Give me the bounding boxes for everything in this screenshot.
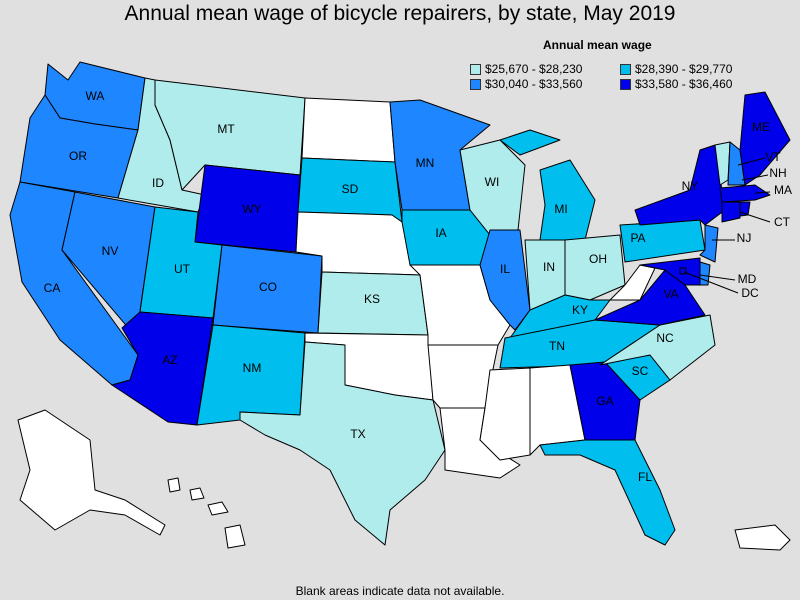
legend-label-2: $28,390 - $29,770 (635, 62, 733, 76)
state-NJ[interactable] (699, 224, 719, 263)
state-label-co: CO (259, 280, 277, 294)
state-label-or: OR (69, 149, 87, 163)
state-label-vt: VT (765, 150, 781, 164)
legend-swatch-1 (470, 63, 481, 75)
state-NM[interactable] (196, 324, 306, 426)
state-DC[interactable] (679, 267, 687, 275)
state-label-az: AZ (162, 353, 177, 367)
state-label-dc: DC (741, 286, 759, 300)
state-label-sc: SC (632, 364, 649, 378)
footnote: Blank areas indicate data not available. (295, 584, 505, 598)
state-label-nh: NH (769, 166, 786, 180)
state-label-ky: KY (572, 303, 588, 317)
legend-label-3: $30,040 - $33,560 (485, 77, 583, 91)
leader-line (683, 271, 739, 294)
state-MD[interactable] (639, 257, 701, 286)
state-label-wi: WI (485, 175, 500, 189)
state-label-ia: IA (435, 226, 446, 240)
state-ND[interactable] (301, 97, 396, 163)
state-label-nj: NJ (737, 231, 752, 245)
state-label-ut: UT (174, 262, 191, 276)
state-label-va: VA (663, 287, 678, 301)
state-label-wa: WA (86, 89, 105, 103)
state-label-wy: WY (242, 202, 261, 216)
state-label-ny: NY (682, 179, 699, 193)
state-label-mi: MI (554, 202, 567, 216)
legend-label-1: $25,670 - $28,230 (485, 62, 583, 76)
state-labels-layer: WA OR CA NV ID MT WY UT CO AZ NM SD KS TX MN IA WI IL MI IN… (44, 89, 792, 484)
legend-swatch-3 (470, 78, 481, 90)
state-PR[interactable] (734, 524, 791, 551)
leader-line (699, 274, 736, 281)
state-IL[interactable] (479, 229, 531, 331)
legend-swatch-4 (620, 78, 631, 90)
state-label-mt: MT (217, 122, 235, 136)
state-label-nc: NC (656, 331, 674, 345)
legend-label-4: $33,580 - $36,460 (635, 77, 733, 91)
state-label-il: IL (500, 262, 510, 276)
state-HI[interactable] (167, 477, 246, 549)
leader-line (741, 174, 769, 181)
state-label-nm: NM (243, 361, 262, 375)
legend-item-2: $28,390 - $29,770 (620, 62, 732, 76)
state-FL[interactable] (539, 439, 676, 546)
legend-item-4: $33,580 - $36,460 (620, 77, 732, 91)
state-label-id: ID (152, 176, 164, 190)
state-label-nv: NV (102, 244, 119, 258)
state-label-sd: SD (342, 182, 359, 196)
state-label-pa: PA (630, 231, 645, 245)
leader-line (754, 191, 771, 194)
state-label-oh: OH (589, 252, 607, 266)
state-NY[interactable] (634, 144, 726, 226)
state-AK[interactable] (17, 409, 166, 536)
state-label-tx: TX (350, 427, 365, 441)
state-OH[interactable] (564, 234, 626, 301)
state-label-ca: CA (44, 281, 61, 295)
state-label-ma: MA (774, 183, 792, 197)
state-label-me: ME (752, 120, 770, 134)
map-title: Annual mean wage of bicycle repairers, b… (124, 2, 676, 25)
state-label-md: MD (738, 272, 757, 286)
state-CT[interactable] (721, 201, 741, 223)
state-label-ks: KS (364, 292, 380, 306)
state-TX[interactable] (239, 341, 446, 546)
legend-title: Annual mean wage (543, 38, 652, 52)
leader-line (737, 157, 766, 166)
state-label-ct: CT (774, 215, 791, 229)
state-label-mn: MN (416, 156, 435, 170)
legend-item-3: $30,040 - $33,560 (470, 77, 582, 91)
leader-line (739, 211, 771, 223)
state-AZ[interactable] (111, 311, 214, 426)
state-label-tn: TN (549, 339, 565, 353)
state-MA[interactable] (719, 184, 771, 203)
legend-item-1: $25,670 - $28,230 (470, 62, 582, 76)
states-layer (9, 61, 791, 551)
state-label-in: IN (543, 260, 555, 274)
legend-swatch-2 (620, 63, 631, 75)
state-label-fl: FL (638, 470, 652, 484)
state-label-ga: GA (596, 394, 613, 408)
